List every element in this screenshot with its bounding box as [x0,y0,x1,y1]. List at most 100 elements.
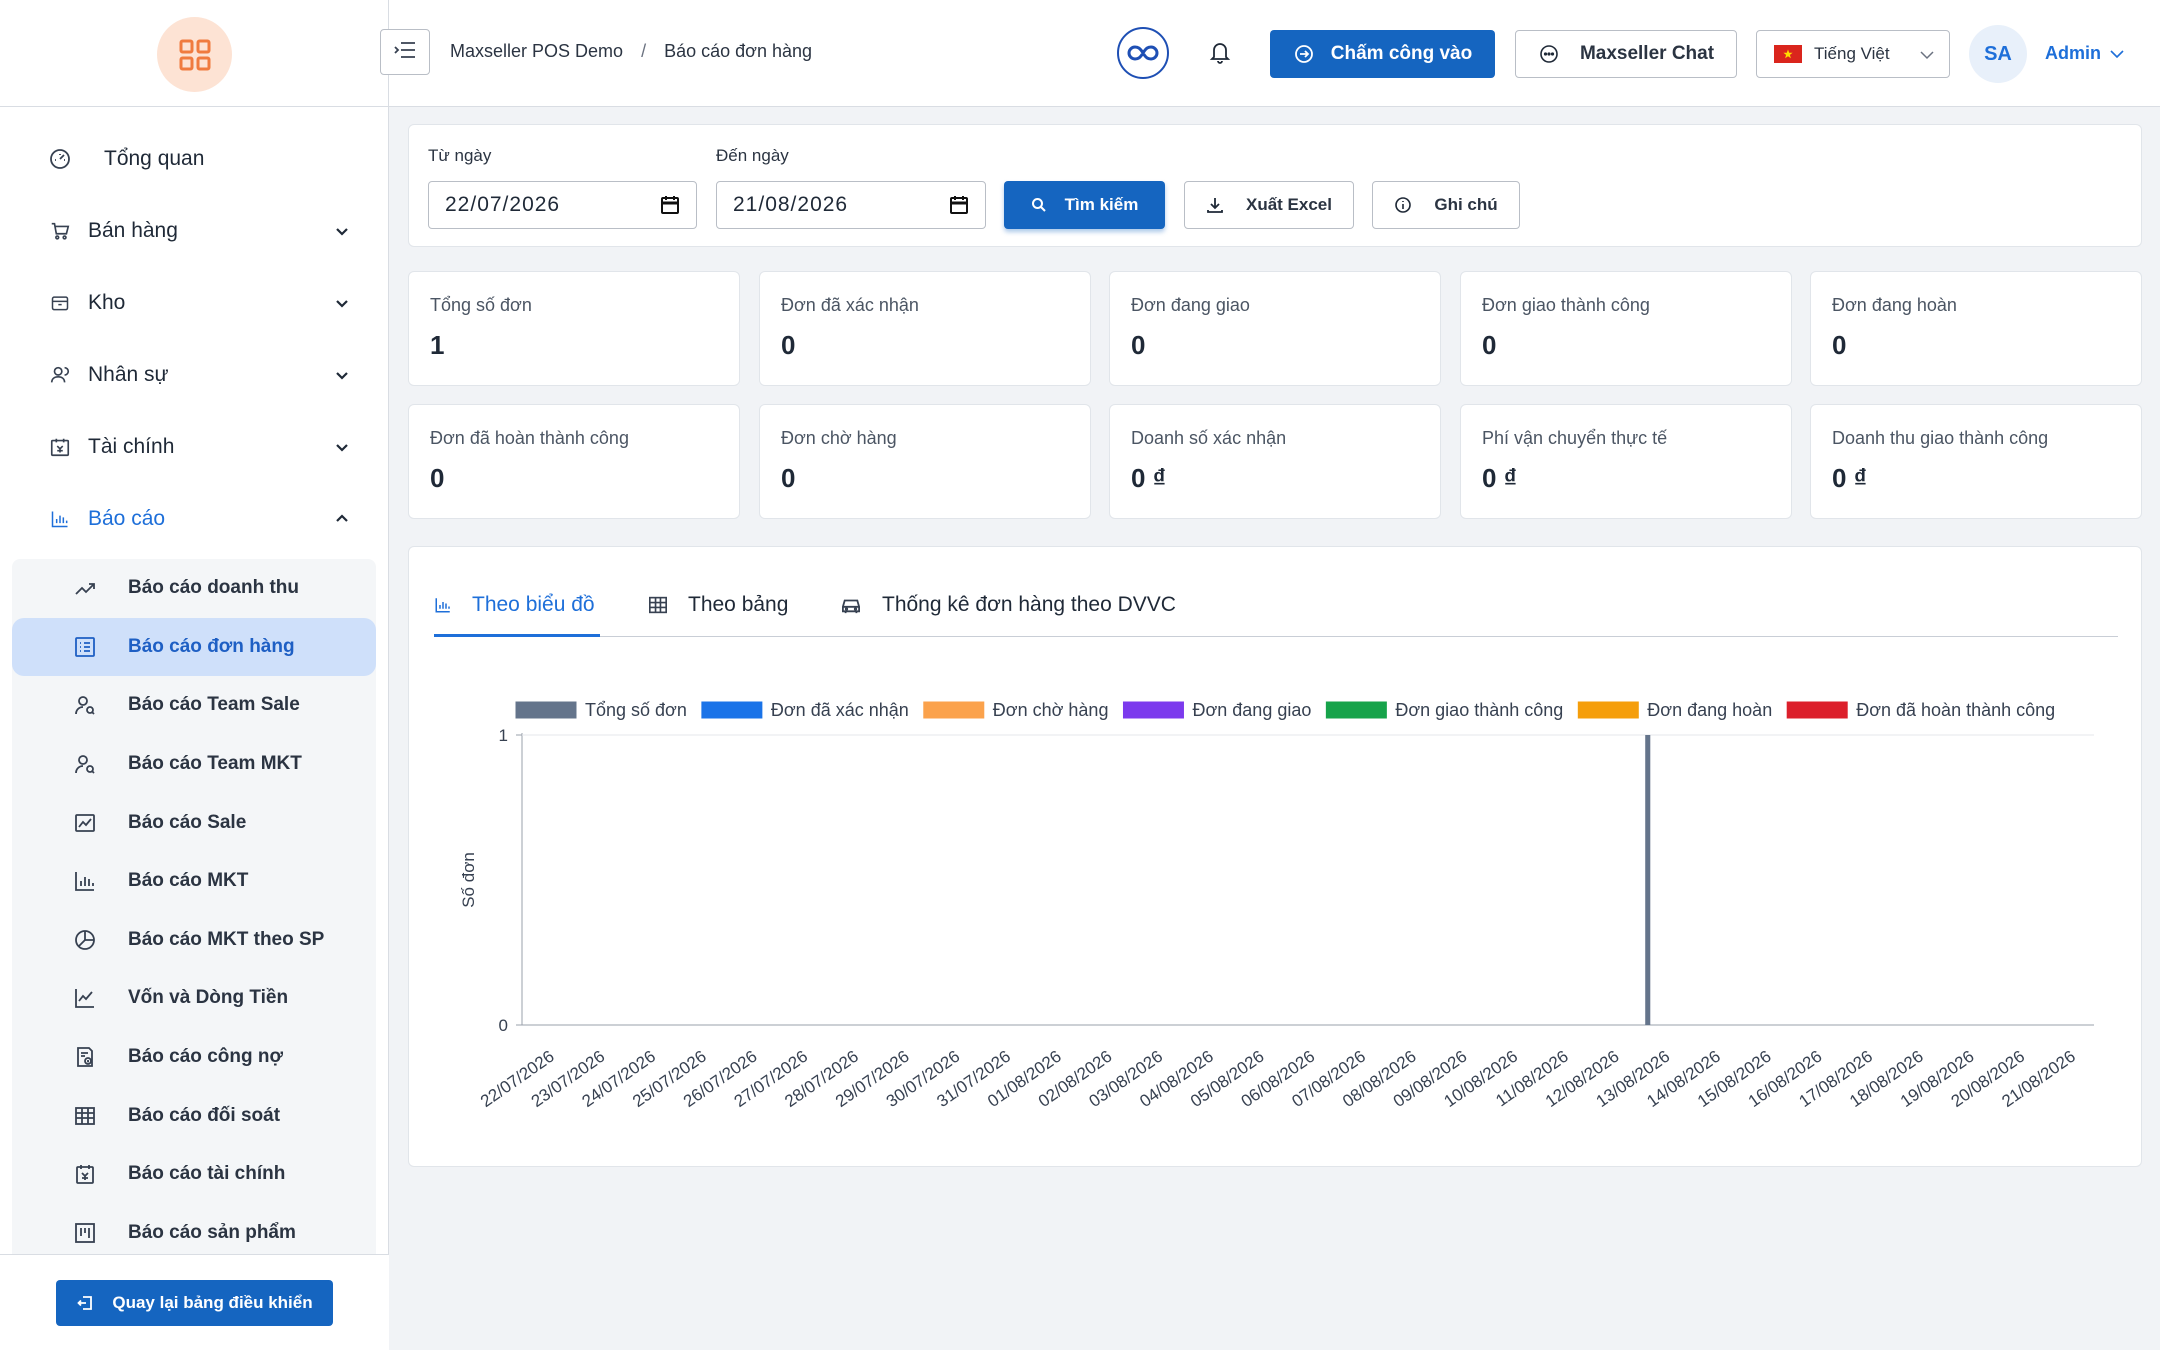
sidebar: Tổng quan Bán hàng Kho Nhân sự Tài chính… [0,0,389,1350]
sidebar-nav: Tổng quan Bán hàng Kho Nhân sự Tài chính… [0,107,388,1263]
calendar-icon[interactable] [660,195,680,221]
sidebar-item-overview[interactable]: Tổng quan [0,123,388,195]
back-to-dashboard-button[interactable]: Quay lại bảng điều khiển [56,1280,333,1326]
search-icon [1031,197,1047,213]
tab-label: Theo biểu đồ [472,593,595,616]
to-date-input[interactable]: 21/08/2026 [716,181,986,229]
sidebar-item-label: Tài chính [88,435,175,458]
legend-label: Đơn giao thành công [1395,700,1563,720]
check-in-button[interactable]: Chấm công vào [1270,30,1495,78]
stat-label: Đơn đang hoàn [1832,295,1957,315]
legend-label: Đơn đang giao [1192,700,1311,720]
stat-card-delivered-revenue: Doanh thu giao thành công 0 ₫ [1810,404,2142,519]
sidebar-item-order-report[interactable]: Báo cáo đơn hàng [12,617,376,677]
sidebar-item-sale-report[interactable]: Báo cáo Sale [12,793,376,852]
sidebar-item-label: Báo cáo Team MKT [128,753,302,775]
sidebar-item-mkt-by-product-report[interactable]: Báo cáo MKT theo SP [12,911,376,970]
sidebar-item-reconciliation-report[interactable]: Báo cáo đối soát [12,1086,376,1145]
legend-swatch [514,700,578,720]
user-menu[interactable]: Admin [2045,43,2125,64]
avatar[interactable]: SA [1969,25,2027,83]
tab-carrier-stats[interactable]: Thống kê đơn hàng theo DVVC [840,593,1176,637]
stat-label: Đơn đang giao [1131,295,1250,315]
note-button[interactable]: Ghi chú [1372,181,1520,229]
sidebar-item-label: Báo cáo [88,507,166,530]
sidebar-item-reports[interactable]: Báo cáo [0,483,388,555]
menu-toggle-button[interactable] [380,29,430,75]
legend-label: Tổng số đơn [585,700,687,720]
menu-icon [393,40,417,65]
sidebar-item-debt-report[interactable]: Báo cáo công nợ [12,1028,376,1087]
from-date-label: Từ ngày [428,146,492,165]
legend-swatch [700,700,764,720]
stat-card-shipping: Đơn đang giao 0 [1109,271,1441,386]
chevron-down-icon [334,221,350,245]
sidebar-item-label: Tổng quan [104,147,205,170]
login-icon [1293,43,1315,65]
stat-label: Phí vận chuyển thực tế [1482,428,1668,448]
sidebar-item-label: Báo cáo đơn hàng [128,635,295,657]
infinity-icon[interactable] [1117,27,1169,79]
y-axis-title: Số đơn [459,852,478,908]
logo-area [0,0,388,107]
stat-card-total-orders: Tổng số đơn 1 [408,271,740,386]
legend-label: Đơn đang hoàn [1647,700,1772,720]
legend-swatch [1121,700,1185,720]
sidebar-item-label: Vốn và Dòng Tiền [128,987,289,1009]
sidebar-item-financial-report[interactable]: Báo cáo tài chính [12,1145,376,1204]
sidebar-item-sales[interactable]: Bán hàng [0,195,388,267]
top-header: Maxseller POS Demo / Báo cáo đơn hàng Ch… [380,0,2160,107]
breadcrumb-root[interactable]: Maxseller POS Demo [450,41,624,61]
sidebar-item-hr[interactable]: Nhân sự [0,339,388,411]
sidebar-item-warehouse[interactable]: Kho [0,267,388,339]
download-icon [1206,196,1224,214]
y-tick-label: 0 [499,1016,508,1035]
bar-chart-icon [434,596,452,614]
tab-chart[interactable]: Theo biểu đồ [434,593,600,637]
legend-swatch [1576,700,1640,720]
stat-card-shipping-fee: Phí vận chuyển thực tế 0 ₫ [1460,404,1792,519]
search-label: Tìm kiếm [1064,195,1139,214]
exit-icon [76,1294,94,1312]
area-chart-icon [72,810,98,836]
breadcrumb-separator: / [641,41,647,61]
bar-0-22 [1645,735,1651,1025]
sidebar-item-label: Báo cáo Team Sale [128,694,300,716]
sidebar-item-revenue-report[interactable]: Báo cáo doanh thu [12,559,376,618]
filter-panel: Từ ngày 22/07/2026 Đến ngày 21/08/2026 T… [408,124,2142,247]
sidebar-item-team-mkt-report[interactable]: Báo cáo Team MKT [12,735,376,794]
sidebar-item-label: Báo cáo Sale [128,811,247,833]
gauge-icon [48,147,72,171]
bell-icon[interactable] [1209,40,1231,69]
info-icon [1394,196,1412,214]
team-icon [72,751,98,777]
reports-submenu: Báo cáo doanh thu Báo cáo đơn hàng Báo c… [12,559,376,1263]
chat-icon [1538,43,1560,65]
table-icon [648,596,668,614]
export-excel-button[interactable]: Xuất Excel [1184,181,1354,229]
sidebar-item-finance[interactable]: Tài chính [0,411,388,483]
stat-value: 0 [781,330,796,360]
legend-label: Đơn chờ hàng [993,700,1109,720]
maxseller-chat-button[interactable]: Maxseller Chat [1515,30,1737,78]
sidebar-item-label: Báo cáo sản phẩm [128,1221,296,1243]
chevron-down-icon [2109,46,2125,62]
pie-chart-icon [72,927,98,953]
sidebar-item-capital-cashflow[interactable]: Vốn và Dòng Tiền [12,969,376,1028]
sidebar-item-label: Nhân sự [88,363,169,386]
legend-swatch [1324,700,1388,720]
chat-label: Maxseller Chat [1579,43,1715,64]
sidebar-item-team-sale-report[interactable]: Báo cáo Team Sale [12,676,376,735]
tab-table[interactable]: Theo bảng [648,593,788,637]
sidebar-item-mkt-report[interactable]: Báo cáo MKT [12,852,376,911]
stat-value: 0 ₫ [1131,463,1167,493]
sidebar-item-product-report[interactable]: Báo cáo sản phẩm [12,1204,376,1263]
calendar-icon[interactable] [949,195,969,221]
search-button[interactable]: Tìm kiếm [1004,181,1165,229]
stat-label: Tổng số đơn [430,295,532,315]
legend-swatch [922,700,986,720]
language-select[interactable]: Tiếng Việt [1756,30,1950,78]
from-date-input[interactable]: 22/07/2026 [428,181,697,229]
app-logo-icon[interactable] [157,17,232,92]
